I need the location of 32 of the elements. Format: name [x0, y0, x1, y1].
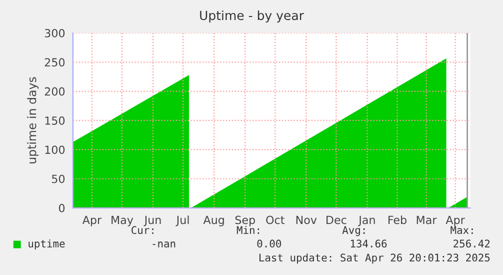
x-tick-label: Aug: [203, 216, 224, 226]
x-tick-label: Dec: [326, 216, 346, 224]
x-tick-label: Sep: [235, 216, 255, 226]
x-tick-label: Jul: [176, 216, 189, 226]
text: Min:: [236, 226, 260, 234]
text: Avg:: [342, 226, 365, 236]
x-tick-label: Nov: [296, 216, 317, 224]
x-tick-label: Apr: [82, 216, 102, 226]
x-tick-label: May: [112, 216, 134, 226]
x-tick-label: Feb: [388, 216, 406, 224]
text: Cur:: [132, 226, 154, 234]
y-tick-label: 100: [45, 146, 65, 154]
x-tick-label: Jun: [144, 216, 161, 226]
x-tick-label: Jan: [358, 216, 375, 226]
y-axis-title: uptime in days: [27, 77, 39, 164]
legend-label: uptime: [28, 239, 65, 250]
y-tick-label: 0: [58, 204, 65, 212]
text: Max:: [450, 226, 473, 234]
y-tick-label: 300: [44, 28, 65, 38]
text: 256.42: [454, 240, 490, 248]
chart-title: Uptime - by year: [200, 10, 304, 23]
x-tick-label: Oct: [266, 216, 284, 224]
y-tick-label: 50: [52, 174, 65, 184]
text: -nan: [152, 242, 176, 248]
y-tick-label: 250: [44, 58, 65, 67]
y-tick-label: 150: [45, 116, 65, 125]
x-tick-label: Apr: [446, 216, 465, 226]
text: 134.66: [350, 240, 387, 248]
y-tick-label: 200: [44, 87, 65, 96]
text: 0.00: [257, 240, 282, 248]
x-tick-label: Mar: [416, 216, 437, 224]
text: Last update: Sat Apr 26 20:01:23 2025: [259, 253, 490, 264]
